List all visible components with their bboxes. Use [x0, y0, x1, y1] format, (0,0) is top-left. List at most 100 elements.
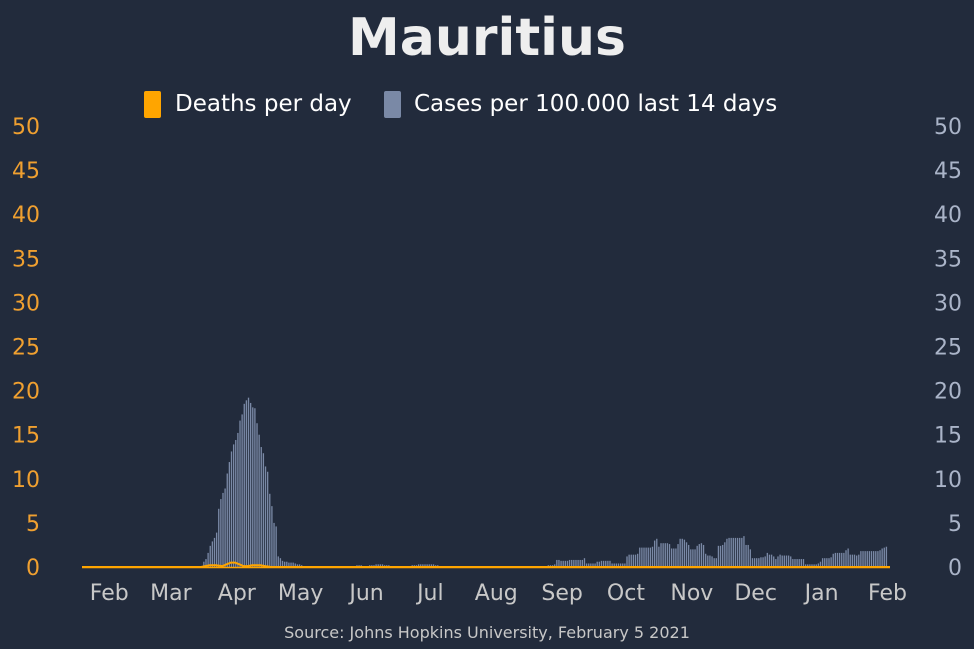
case-bar [209, 545, 211, 567]
case-bar [252, 407, 254, 567]
case-bar [705, 553, 707, 567]
case-bar [609, 560, 611, 567]
y-left-tick-label: 10 [12, 468, 40, 493]
case-bar [269, 493, 271, 567]
case-bar [830, 557, 832, 567]
case-bar [690, 549, 692, 567]
y-left-tick-label: 20 [12, 380, 40, 405]
case-bar [702, 544, 705, 567]
case-bar [728, 537, 730, 567]
case-bar [600, 560, 603, 567]
case-bar [636, 553, 639, 567]
chart-title: Mauritius [348, 8, 626, 68]
case-bar [719, 545, 722, 567]
case-bar [785, 555, 788, 567]
case-bar [422, 564, 424, 567]
case-bar [428, 564, 430, 567]
case-bar [683, 539, 686, 567]
case-bar [847, 548, 849, 567]
case-bar [715, 558, 717, 567]
case-bar [745, 544, 747, 567]
case-bar [724, 542, 726, 567]
case-bar [649, 547, 652, 567]
case-bar [783, 555, 785, 567]
case-bar [838, 552, 841, 567]
case-bar [836, 552, 839, 567]
case-bar [566, 560, 569, 567]
y-left-tick-label: 5 [26, 512, 40, 537]
case-bar [284, 561, 286, 567]
case-bar [590, 563, 592, 567]
case-bar [802, 559, 805, 567]
case-bar [858, 554, 860, 567]
y-right-tick-label: 5 [948, 512, 962, 537]
case-bar [853, 554, 856, 567]
case-bar [432, 564, 435, 567]
y-right-tick-label: 25 [934, 336, 962, 361]
case-bar [841, 552, 843, 567]
case-bar [730, 537, 732, 567]
case-bar [583, 558, 586, 567]
case-bar [787, 555, 790, 567]
case-bar [753, 558, 756, 567]
case-bar [220, 499, 222, 567]
case-bar [417, 564, 420, 567]
case-bar [764, 556, 766, 567]
case-bar [707, 555, 709, 567]
case-bar [292, 562, 294, 567]
x-tick-label: Mar [150, 581, 192, 606]
case-bar [766, 552, 768, 567]
legend-swatch-cases [384, 91, 401, 118]
case-bar [426, 564, 428, 567]
case-bar [815, 564, 817, 567]
case-bar [681, 538, 683, 567]
case-bar [813, 564, 815, 567]
case-bar [798, 559, 800, 567]
case-bar [741, 537, 743, 567]
case-bar [222, 492, 224, 567]
x-axis: Feb Mar Apr May Jun Jul Aug Sep Oct Nov Dec Jan Feb [90, 581, 907, 606]
case-bar [215, 532, 218, 567]
case-bar [885, 546, 888, 567]
y-right-tick-label: 30 [934, 291, 962, 316]
case-bar [643, 547, 645, 567]
case-bar [653, 540, 656, 567]
case-bar [773, 556, 775, 567]
case-bar [832, 553, 834, 567]
case-bar [817, 563, 820, 567]
x-tick-label: Dec [734, 581, 777, 606]
y-axis-right: 0 5 10 15 20 25 30 35 40 45 50 [934, 115, 962, 581]
case-bar [698, 544, 700, 567]
case-bar [849, 554, 851, 567]
case-bar [739, 537, 741, 567]
case-bar [558, 559, 560, 567]
case-bar [634, 554, 637, 567]
case-bar [800, 559, 803, 567]
case-bar [632, 554, 635, 567]
case-bar [256, 423, 258, 567]
case-bar [862, 551, 864, 567]
case-bar [294, 563, 296, 567]
case-bar [758, 558, 760, 567]
x-tick-label: Jul [415, 581, 444, 606]
case-bar [271, 506, 273, 567]
case-bar [379, 564, 381, 567]
case-bar [828, 558, 830, 567]
y-right-tick-label: 20 [934, 380, 962, 405]
y-right-tick-label: 0 [948, 556, 962, 581]
case-bar [598, 561, 601, 567]
y-left-tick-label: 15 [12, 424, 40, 449]
y-right-tick-label: 15 [934, 424, 962, 449]
case-bar [241, 414, 243, 567]
case-bar [235, 439, 237, 567]
case-bar [792, 559, 794, 567]
x-tick-label: Aug [475, 581, 518, 606]
legend: Deaths per day Cases per 100.000 last 14… [144, 91, 777, 118]
case-bar [777, 556, 779, 567]
case-bar [870, 551, 873, 567]
case-bar [673, 548, 675, 567]
y-left-tick-label: 40 [12, 203, 40, 228]
case-bar [273, 522, 275, 567]
case-bar [872, 551, 875, 567]
case-bar [696, 545, 698, 567]
